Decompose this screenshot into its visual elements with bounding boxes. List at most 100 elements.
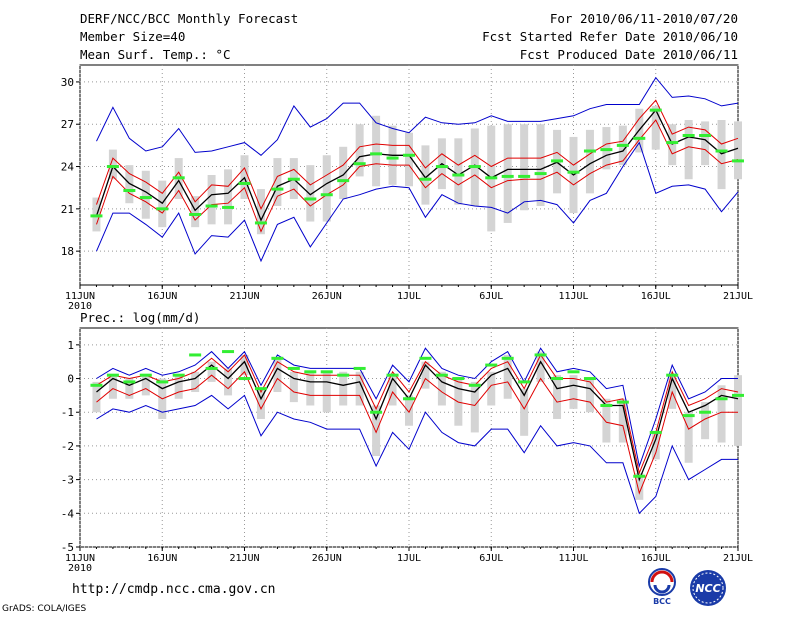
grads-credit: GrADS: COLA/IGES	[2, 604, 87, 614]
prec-box	[487, 371, 496, 406]
temp-xtick-label: 16JUL	[641, 291, 671, 302]
prec-box	[470, 381, 479, 433]
temp-marker	[616, 143, 629, 147]
prec-line-min	[96, 394, 738, 515]
temp-box	[273, 158, 282, 207]
temp-marker	[254, 221, 267, 225]
prec-xtick-sublabel: 2010	[68, 563, 92, 574]
temp-marker	[320, 193, 333, 197]
ncc-logo-text: NCC	[695, 582, 720, 595]
prec-box	[651, 432, 660, 460]
temp-marker	[419, 177, 432, 181]
temp-box	[701, 121, 710, 166]
temp-marker	[287, 177, 300, 181]
forecast-period: For 2010/06/11-2010/07/20	[549, 11, 738, 26]
temp-marker	[468, 165, 481, 169]
prec-marker	[271, 356, 284, 360]
prec-box	[701, 402, 710, 440]
temp-box	[372, 115, 381, 187]
prec-box	[520, 388, 529, 436]
prec-marker	[732, 393, 744, 397]
temp-marker	[501, 174, 514, 178]
prec-marker	[353, 366, 366, 370]
temp-ytick-label: 30	[61, 76, 74, 89]
prec-marker	[337, 373, 350, 377]
prec-box	[421, 361, 430, 389]
ncc-logo: NCC	[690, 570, 726, 606]
source-url[interactable]: http://cmdp.ncc.cma.gov.cn	[72, 582, 276, 597]
prec-line-lower	[96, 370, 738, 495]
temp-box	[684, 120, 693, 180]
temp-marker	[600, 148, 613, 152]
prec-marker	[238, 377, 251, 381]
temp-marker	[370, 152, 383, 156]
temp-line-lower	[96, 119, 739, 233]
prec-marker	[304, 370, 317, 374]
prec-box	[635, 472, 644, 500]
prec-marker	[682, 414, 695, 418]
prec-marker	[468, 383, 481, 387]
prec-xtick-label: 21JUL	[723, 553, 753, 564]
prec-box	[207, 361, 216, 382]
bcc-logo: BCC	[648, 568, 676, 606]
prec-xtick-label: 1JUL	[397, 553, 421, 564]
temp-box	[503, 124, 512, 223]
temp-box	[651, 105, 660, 150]
temp-marker	[567, 170, 580, 174]
prec-box	[125, 378, 134, 399]
prec-marker	[534, 353, 547, 357]
bcc-logo-text: BCC	[653, 597, 671, 606]
prec-box	[372, 405, 381, 457]
prec-marker	[287, 366, 300, 370]
temp-marker	[403, 153, 415, 157]
temp-marker	[386, 156, 399, 160]
temp-marker	[649, 108, 662, 112]
prec-box	[306, 371, 315, 406]
temp-xtick-label: 21JUN	[229, 291, 259, 302]
forecast-started-date: Fcst Started Refer Date 2010/06/10	[482, 29, 738, 44]
prec-box	[602, 398, 611, 443]
temp-box	[585, 129, 594, 194]
prec-box	[174, 375, 183, 399]
prec-marker	[666, 373, 679, 377]
prec-xtick-label: 26JUN	[312, 553, 342, 564]
temp-box	[207, 175, 216, 225]
temp-box	[141, 170, 150, 219]
prec-marker	[551, 377, 564, 381]
temp-ytick-label: 18	[61, 245, 74, 258]
temp-box	[191, 196, 200, 228]
temp-marker	[123, 189, 136, 193]
temp-line-mean	[95, 108, 739, 222]
temp-xtick-label: 16JUN	[147, 291, 177, 302]
prec-box	[684, 412, 693, 463]
prec-box	[224, 368, 233, 396]
prec-box	[585, 378, 594, 413]
temp-marker	[139, 196, 152, 200]
prec-line-upper	[96, 354, 739, 475]
temp-box	[339, 146, 348, 199]
temp-marker	[156, 207, 169, 211]
temp-marker	[633, 136, 646, 140]
temp-marker	[189, 212, 202, 216]
temp-marker	[534, 172, 547, 176]
prec-marker	[320, 370, 333, 374]
prec-box	[339, 371, 348, 406]
prec-xtick-label: 6JUL	[479, 553, 503, 564]
temp-box	[355, 124, 364, 177]
prec-marker	[583, 377, 596, 381]
temp-box	[454, 138, 463, 205]
prec-marker	[386, 373, 399, 377]
prec-marker	[254, 387, 267, 391]
prec-marker	[485, 363, 498, 367]
prec-marker	[649, 430, 662, 434]
temp-xtick-sublabel: 2010	[68, 301, 92, 312]
temp-marker	[715, 149, 728, 153]
prec-box	[536, 351, 545, 382]
temp-box	[108, 149, 117, 180]
prec-marker	[616, 400, 629, 404]
temp-line-upper	[96, 99, 739, 211]
prec-marker	[403, 397, 415, 401]
temp-marker	[304, 197, 317, 201]
